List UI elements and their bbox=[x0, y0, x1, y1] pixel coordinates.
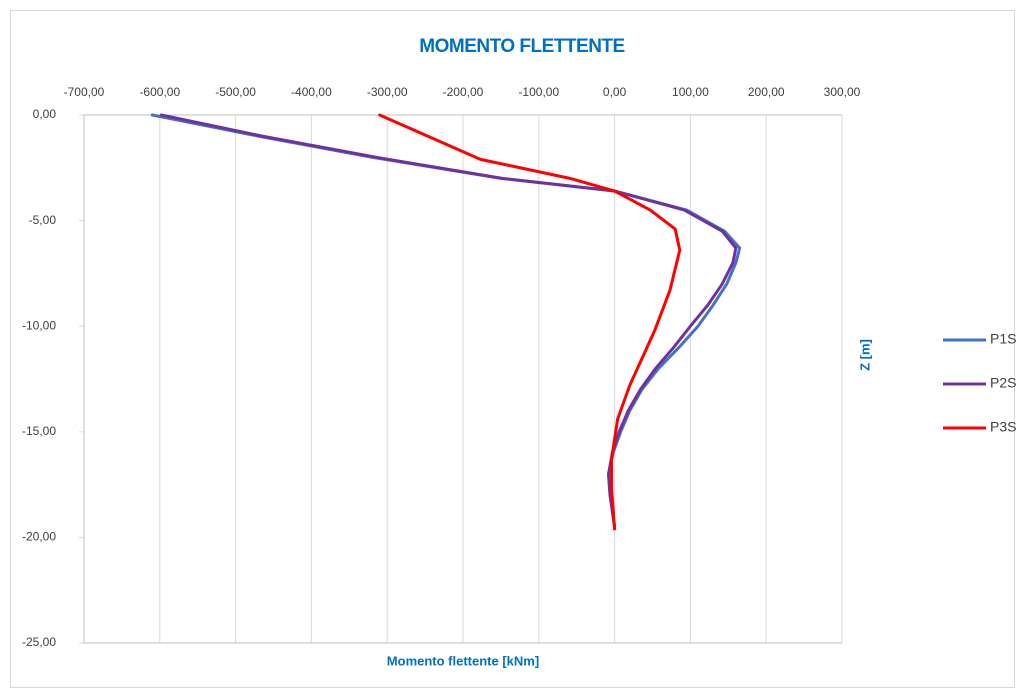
x-tick-label: -100,00 bbox=[518, 85, 559, 99]
x-tick-label: -500,00 bbox=[215, 85, 256, 99]
y-tick-label: -25,00 bbox=[22, 635, 56, 649]
x-tick-label: -200,00 bbox=[443, 85, 484, 99]
legend-label: P2S bbox=[990, 375, 1016, 391]
y-tick-label: -5,00 bbox=[29, 213, 57, 227]
chart-border bbox=[10, 10, 1015, 688]
x-tick-label: -300,00 bbox=[367, 85, 408, 99]
legend-label: P3S bbox=[990, 419, 1016, 435]
x-tick-label: -600,00 bbox=[139, 85, 180, 99]
chart-title: MOMENTO FLETTENTE bbox=[419, 36, 624, 57]
series-line bbox=[378, 113, 682, 531]
y-tick-label: -10,00 bbox=[22, 318, 56, 332]
y-tick-label: -20,00 bbox=[22, 530, 56, 544]
x-tick-label: 100,00 bbox=[672, 85, 709, 99]
y-axis-title: Z [m] bbox=[857, 339, 872, 371]
x-tick-label: -400,00 bbox=[291, 85, 332, 99]
x-tick-label: -700,00 bbox=[64, 85, 105, 99]
x-tick-label: 0,00 bbox=[603, 85, 627, 99]
x-tick-label: 300,00 bbox=[824, 85, 861, 99]
x-axis-title: Momento flettente [kNm] bbox=[387, 653, 539, 668]
y-tick-label: -15,00 bbox=[22, 424, 56, 438]
y-tick-label: 0,00 bbox=[33, 107, 57, 121]
x-tick-label: 200,00 bbox=[748, 85, 785, 99]
legend-label: P1S bbox=[990, 331, 1016, 347]
